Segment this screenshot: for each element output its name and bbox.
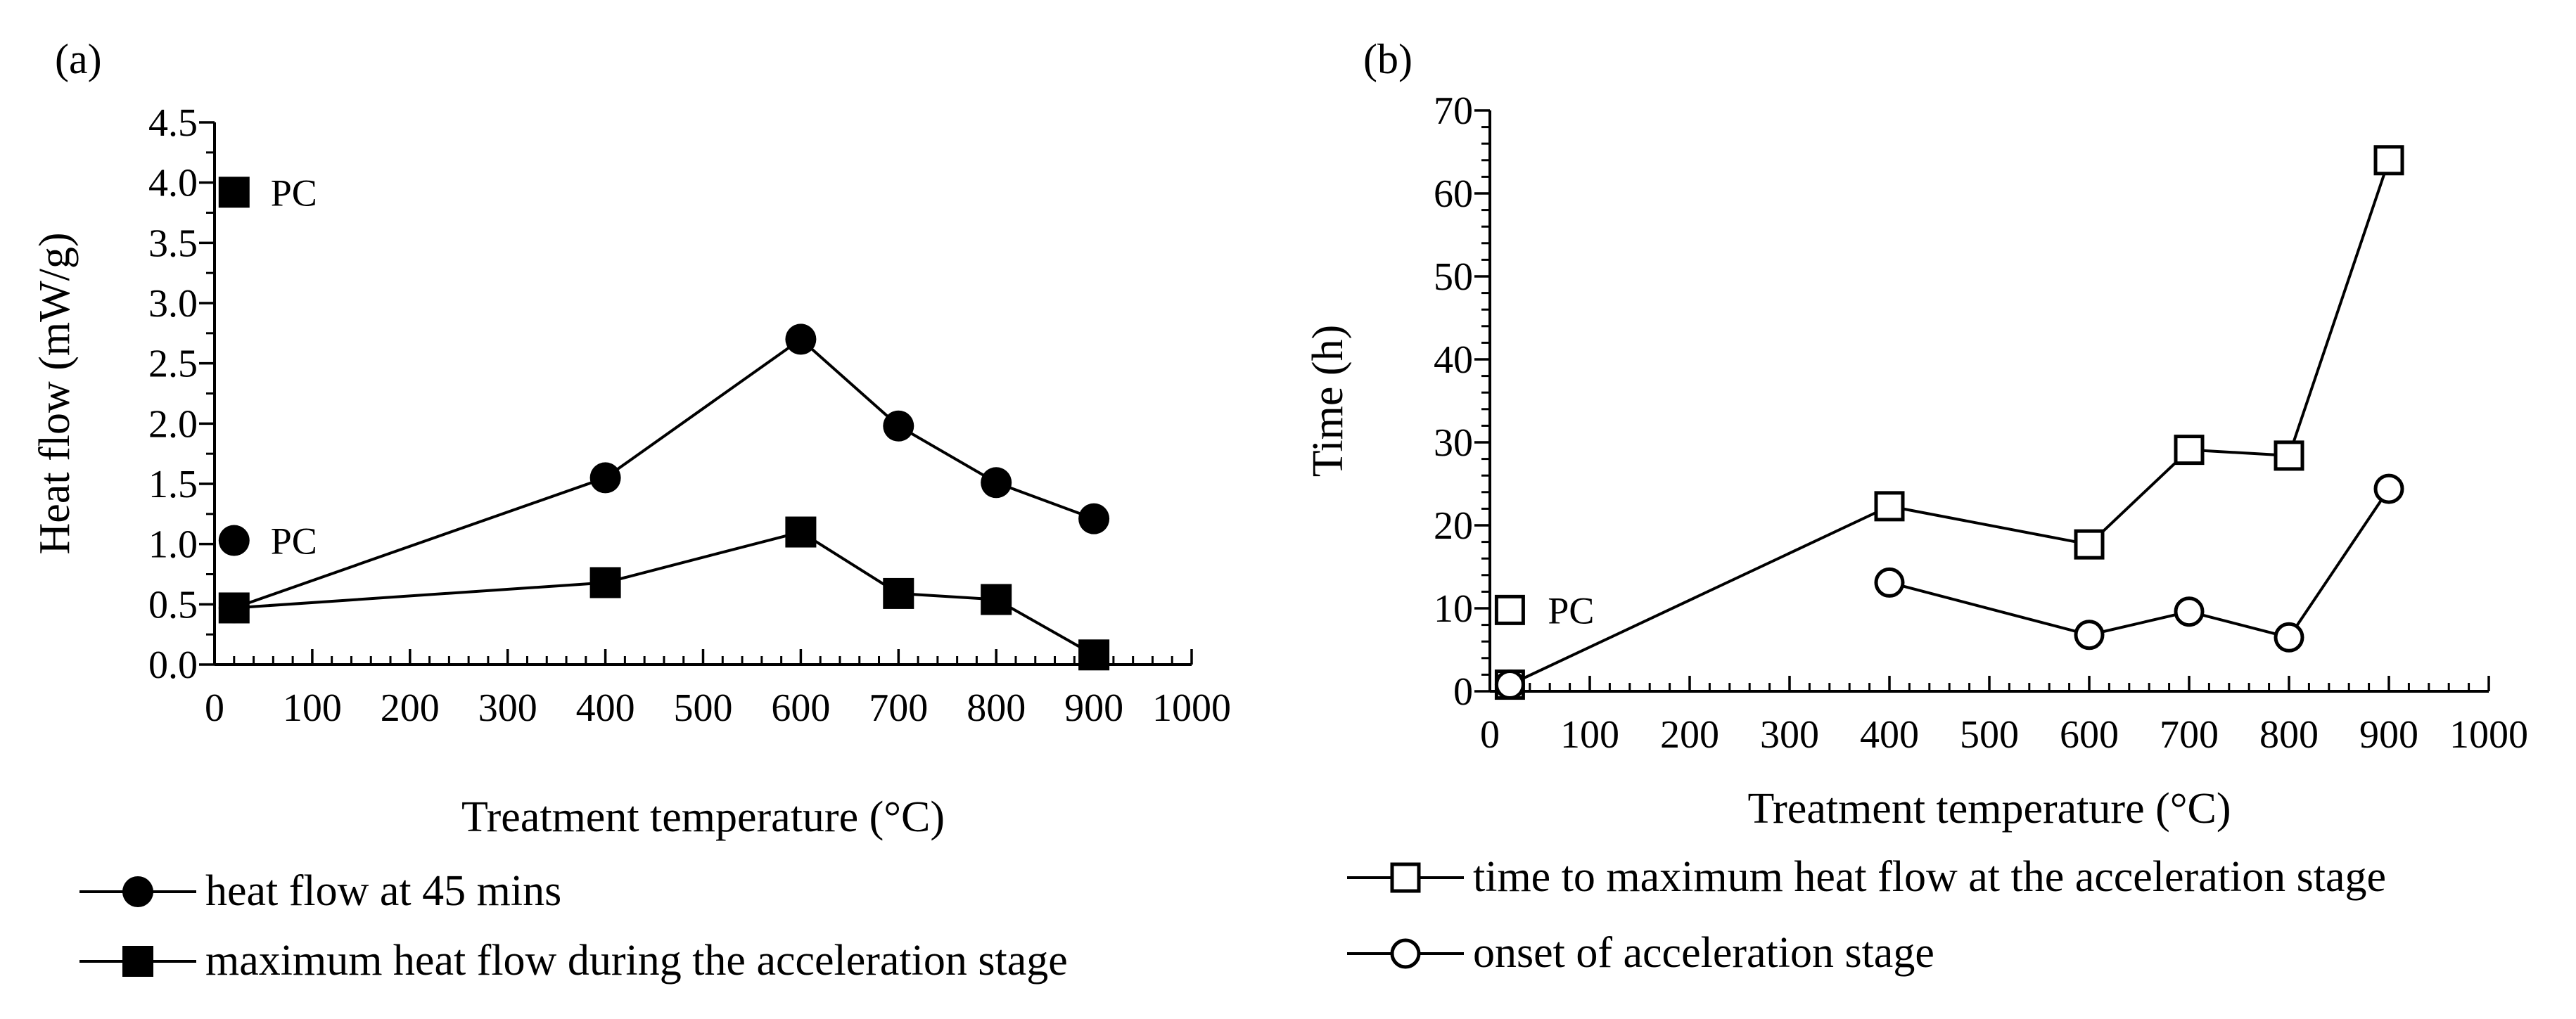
y-tick-label: 0 [1453,670,1473,714]
x-tick-label: 700 [2160,713,2219,757]
data-point [981,584,1012,615]
data-point [1874,567,1905,598]
y-tick-label: 50 [1434,255,1473,299]
legend-label: time to maximum heat flow at the acceler… [1473,853,2386,901]
y-axis-title: Time (h) [1304,325,1352,477]
x-tick-label: 200 [381,686,440,730]
data-point [2274,622,2304,653]
x-tick-label: 400 [1860,713,1919,757]
y-tick-label: 0.0 [148,643,198,687]
data-point [589,567,621,598]
pc-label: PC [271,172,317,214]
panel-a: (a) 0.0 0.5 1.0 1.5 2.0 2.5 3.0 3.5 4.0 4.5 0 100 200… [31,36,1231,985]
x-axis-title: Treatment temperature (°C) [1747,785,2231,833]
x-tick-label: 100 [283,686,342,730]
data-point [2174,435,2205,466]
legend-marker [122,946,153,977]
data-point [785,323,817,355]
y-tick-label: 2.5 [148,342,198,386]
x-tick-label: 600 [771,686,830,730]
y-tick-label: 10 [1434,587,1473,631]
y-tick-label: 2.0 [148,402,198,446]
data-point [2373,145,2404,176]
x-tick-label: 400 [576,686,635,730]
panel-label: (a) [55,36,102,82]
x-tick-label: 600 [2060,713,2119,757]
panel-label: (b) [1363,36,1413,82]
legend-marker [1390,862,1421,893]
legend-label: heat flow at 45 mins [205,867,561,915]
x-tick-label: 900 [1064,686,1123,730]
y-tick-label: 4.0 [148,162,198,205]
x-axis-title: Treatment temperature (°C) [461,793,945,841]
y-tick-label: 70 [1434,89,1473,133]
x-tick-label: 1000 [2449,713,2528,757]
x-tick-label: 0 [1480,713,1500,757]
data-point [218,592,250,624]
pc-point [1494,594,1525,625]
data-point [785,516,817,548]
data-point [2174,596,2205,627]
y-tick-label: 60 [1434,172,1473,216]
data-point [1078,639,1110,671]
series-line [234,530,1095,657]
x-tick-label: 300 [478,686,537,730]
y-tick-label: 20 [1434,504,1473,548]
x-tick-label: 1000 [1152,686,1231,730]
series-line [1889,487,2390,639]
x-tick-label: 700 [869,686,928,730]
data-point [589,462,621,494]
x-tick-label: 500 [1960,713,2019,757]
legend-label: maximum heat flow during the acceleratio… [205,937,1068,985]
x-tick-label: 500 [674,686,733,730]
x-tick-label: 0 [205,686,224,730]
y-tick-label: 0.5 [148,583,198,627]
y-tick-label: 4.5 [148,101,198,145]
x-tick-label: 200 [1660,713,1719,757]
y-axis-title: Heat flow (mW/g) [31,233,79,555]
series-line [1509,160,2390,686]
y-tick-label: 3.5 [148,222,198,265]
pc-label: PC [271,520,317,563]
legend-label: onset of acceleration stage [1473,929,1934,977]
data-point [2274,440,2304,471]
data-point [981,467,1012,499]
y-tick-label: 30 [1434,421,1473,465]
x-tick-label: 800 [967,686,1026,730]
data-point [883,410,914,442]
data-point [1078,503,1110,534]
y-tick-label: 1.0 [148,523,198,567]
y-tick-label: 40 [1434,338,1473,382]
x-tick-label: 900 [2359,713,2418,757]
data-point [2074,529,2105,560]
x-tick-label: 100 [1560,713,1619,757]
series-line [234,337,1095,610]
data-point [2373,473,2404,504]
data-point [1874,491,1905,522]
pc-point [1494,669,1525,700]
data-point [2074,620,2105,651]
legend-marker [122,876,153,907]
pc-label: PC [1548,589,1594,632]
y-tick-label: 1.5 [148,463,198,506]
pc-point [218,525,250,556]
pc-point [218,177,250,208]
x-tick-label: 300 [1760,713,1819,757]
legend-marker [1390,938,1421,969]
x-tick-label: 800 [2259,713,2319,757]
data-point [883,577,914,609]
y-tick-label: 3.0 [148,282,198,326]
